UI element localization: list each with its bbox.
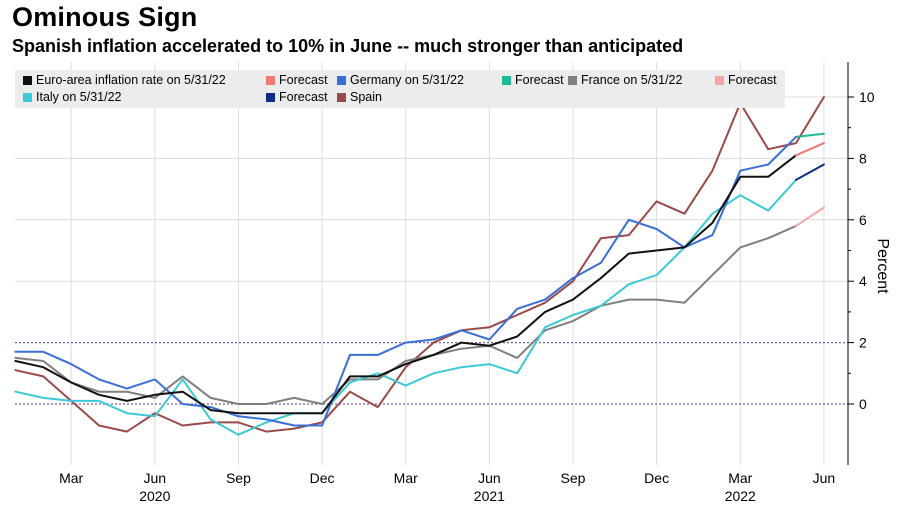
series-line bbox=[14, 135, 797, 427]
legend-label: Euro-area inflation rate on 5/31/22 bbox=[36, 73, 226, 87]
legend-swatch bbox=[715, 75, 724, 85]
chart-title: Ominous Sign bbox=[12, 2, 198, 32]
chart-subtitle: Spanish inflation accelerated to 10% in … bbox=[12, 36, 684, 56]
legend-item: Forecast bbox=[266, 90, 328, 104]
y-tick-label: 4 bbox=[859, 273, 867, 289]
x-tick-label: Dec bbox=[310, 470, 335, 486]
y-tick-label: 2 bbox=[859, 335, 867, 351]
x-tick-label: Dec bbox=[644, 470, 669, 486]
legend-item: Germany on 5/31/22 bbox=[337, 73, 464, 87]
y-tick-label: 0 bbox=[859, 396, 867, 412]
x-tick-label: Mar bbox=[59, 470, 83, 486]
legend-label: Forecast bbox=[728, 73, 777, 87]
x-tick-label: Mar bbox=[394, 470, 418, 486]
x-year-label: 2020 bbox=[139, 488, 170, 504]
legend-swatch bbox=[23, 75, 32, 85]
x-year-label: 2022 bbox=[725, 488, 756, 504]
legend-item: Italy on 5/31/22 bbox=[23, 90, 121, 104]
legend-label: Italy on 5/31/22 bbox=[36, 90, 122, 104]
legend-swatch bbox=[502, 75, 511, 85]
legend-item: Forecast bbox=[715, 73, 777, 87]
series-line bbox=[14, 154, 797, 415]
x-tick-label: Jun bbox=[478, 470, 501, 486]
legend-label: Germany on 5/31/22 bbox=[350, 73, 464, 87]
legend-swatch bbox=[23, 92, 32, 102]
legend-item: Spain bbox=[337, 90, 382, 104]
legend-swatch bbox=[337, 92, 346, 102]
series-lines bbox=[14, 96, 825, 436]
y-tick-label: 6 bbox=[859, 212, 867, 228]
legend-label: Forecast bbox=[515, 73, 564, 87]
series-line bbox=[795, 132, 825, 138]
series-line bbox=[795, 163, 825, 181]
x-tick-label: Sep bbox=[561, 470, 586, 486]
y-tick-label: 10 bbox=[859, 89, 875, 105]
y-axis-label: Percent bbox=[874, 238, 891, 294]
legend-label: France on 5/31/22 bbox=[581, 73, 683, 87]
legend-item: Euro-area inflation rate on 5/31/22 bbox=[23, 73, 226, 87]
legend-label: Forecast bbox=[279, 73, 328, 87]
chart-legend: Euro-area inflation rate on 5/31/22 Forec… bbox=[15, 70, 785, 108]
legend-item: Forecast bbox=[502, 73, 564, 87]
legend-swatch bbox=[337, 75, 346, 85]
x-tick-label: Jun bbox=[813, 470, 836, 486]
legend-label: Spain bbox=[350, 90, 382, 104]
legend-label: Forecast bbox=[279, 90, 328, 104]
x-tick-label: Sep bbox=[226, 470, 251, 486]
x-year-label: 2021 bbox=[474, 488, 505, 504]
legend-item: France on 5/31/22 bbox=[568, 73, 682, 87]
y-tick-label: 8 bbox=[859, 150, 867, 166]
axes: 0 2 4 6 8 10 Percent Mar Jun Sep Dec Mar Jun Sep Dec Ma… bbox=[59, 62, 891, 504]
series-line bbox=[14, 178, 797, 436]
legend-swatch bbox=[266, 92, 275, 102]
reference-lines bbox=[15, 342, 848, 405]
x-tick-label: Mar bbox=[728, 470, 752, 486]
series-line bbox=[14, 96, 825, 433]
legend-swatch bbox=[568, 75, 577, 85]
series-line bbox=[795, 206, 825, 227]
legend-swatch bbox=[266, 75, 275, 85]
series-line bbox=[795, 142, 825, 157]
legend-item: Forecast bbox=[266, 73, 328, 87]
x-tick-label: Jun bbox=[144, 470, 167, 486]
